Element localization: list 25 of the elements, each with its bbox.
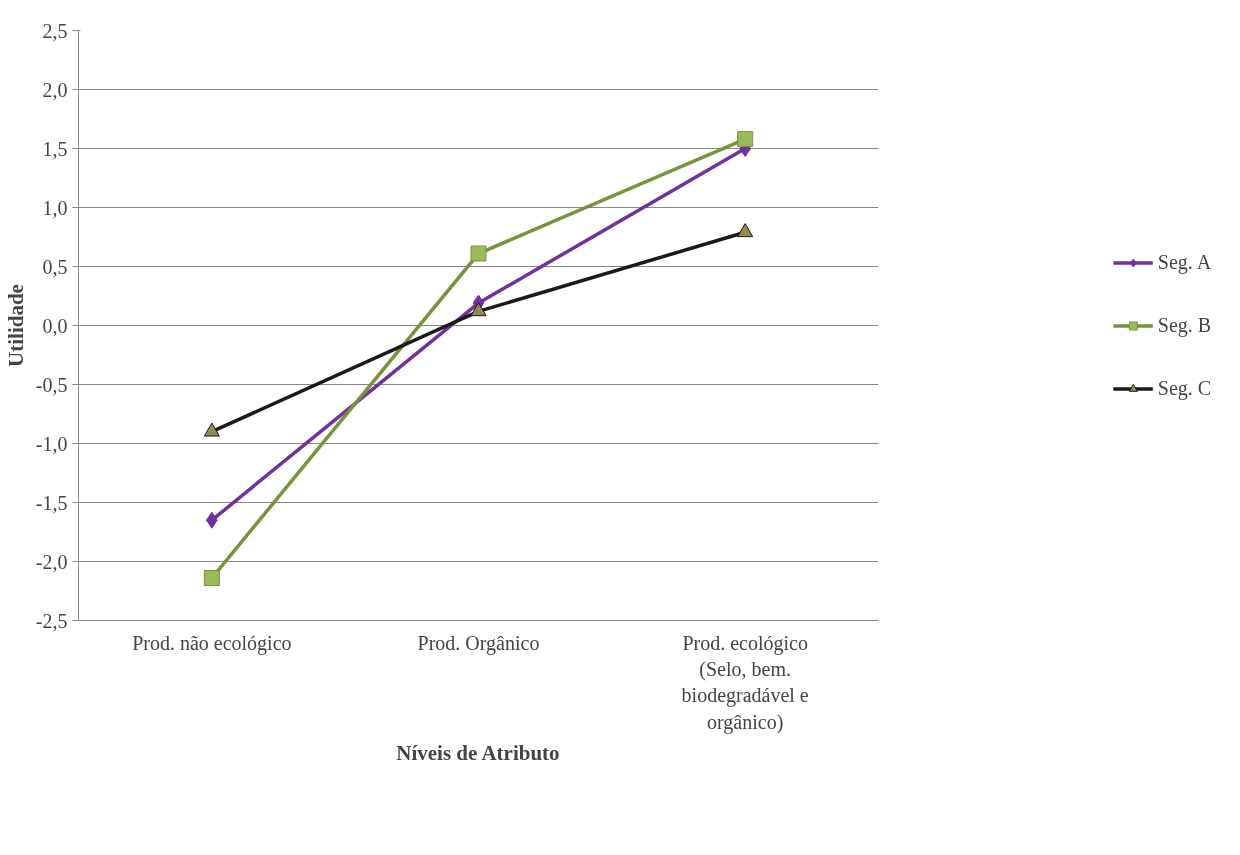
legend-label: Seg. A (1157, 250, 1212, 274)
y-tick-label: 0,0 (42, 314, 68, 337)
y-tick-label: -0,5 (35, 373, 68, 396)
y-tick-label: 0,5 (42, 255, 68, 278)
y-tick-label: 2,0 (42, 78, 68, 101)
point (737, 223, 754, 238)
y-tick-label: 1,0 (42, 196, 68, 219)
x-tick-label: Prod. Orgânico (417, 631, 540, 655)
x-axis-title: Níveis de Atributo (396, 740, 560, 765)
y-tick-label: -1,5 (35, 491, 68, 514)
y-tick-label: 2,5 (42, 19, 68, 42)
y-tick-label: 1,5 (42, 137, 68, 160)
x-tick-label: Prod. não ecológico (132, 631, 292, 655)
point (470, 302, 487, 317)
point (737, 131, 754, 148)
legend-label: Seg. B (1157, 313, 1212, 337)
point (203, 422, 220, 437)
y-tick-label: -2,5 (35, 609, 68, 632)
point (203, 570, 220, 587)
y-axis-title: Utilidade (3, 284, 28, 367)
legend-label: Seg. C (1157, 376, 1212, 400)
y-tick-label: -1,0 (35, 432, 68, 455)
point (470, 245, 487, 262)
x-tick-label: Prod. ecológico (Selo, bem. biodegradável e orgânico) (681, 631, 809, 734)
y-tick-label: -2,0 (35, 550, 68, 573)
